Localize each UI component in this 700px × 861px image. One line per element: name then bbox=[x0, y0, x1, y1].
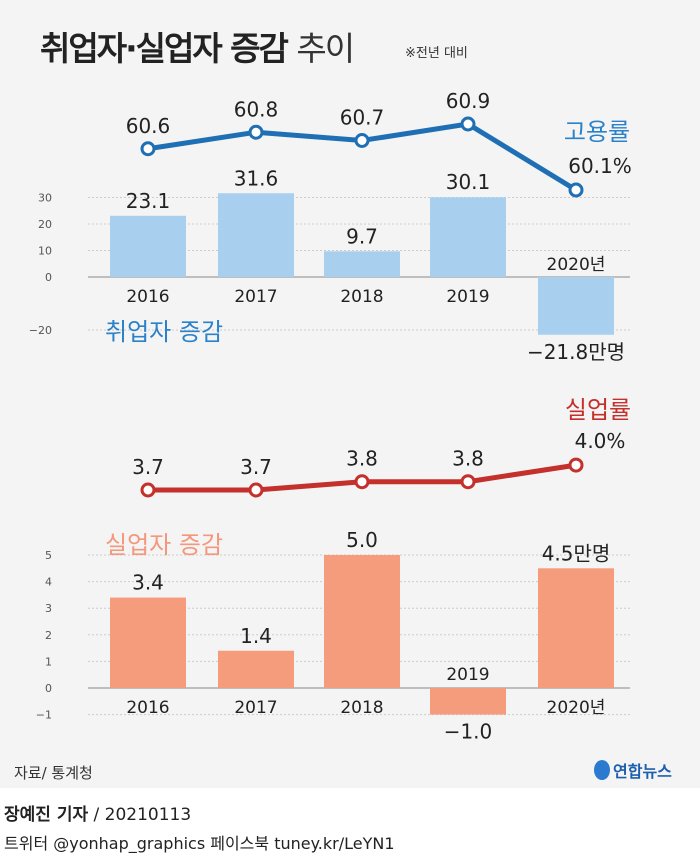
line-point bbox=[354, 474, 370, 490]
bar bbox=[324, 555, 400, 688]
y-tick-label: 5 bbox=[45, 549, 52, 562]
bar-series-name: 실업자 증감 bbox=[105, 531, 223, 559]
chart-title: 취업자·실업자 증감 추이 bbox=[40, 22, 355, 70]
y-tick-label: 0 bbox=[45, 682, 52, 695]
line-point bbox=[460, 116, 476, 132]
bar bbox=[110, 215, 186, 277]
charts-svg: 3020100−2023.1201631.620179.7201830.1201… bbox=[29, 89, 632, 744]
bar-value-label: 4.5만명 bbox=[542, 541, 611, 565]
yonhap-logo: 연합뉴스 bbox=[594, 758, 672, 782]
line-series-name: 고용률 bbox=[564, 118, 630, 146]
y-tick-label: 1 bbox=[45, 655, 52, 668]
bar bbox=[218, 193, 294, 277]
line-value-label: 60.6 bbox=[126, 114, 171, 138]
line-value-label: 3.8 bbox=[452, 447, 484, 471]
bar bbox=[538, 277, 614, 335]
x-category-label: 2018 bbox=[340, 287, 383, 307]
line-point bbox=[248, 124, 264, 140]
line-value-label: 4.0% bbox=[575, 429, 626, 453]
bar bbox=[430, 688, 506, 715]
bar-value-label: 30.1 bbox=[446, 170, 491, 194]
line-value-label: 3.7 bbox=[240, 455, 272, 479]
x-category-label: 2018 bbox=[340, 698, 383, 718]
line-point bbox=[140, 141, 156, 157]
bar-series-name: 취업자 증감 bbox=[105, 318, 223, 346]
byline: 장예진 기자 / 20210113 bbox=[4, 800, 191, 825]
bar-value-label: 31.6 bbox=[234, 166, 279, 190]
line-point bbox=[248, 482, 264, 498]
y-tick-label: 3 bbox=[45, 602, 52, 615]
bar-value-label: −21.8만명 bbox=[527, 340, 625, 364]
line-value-label: 3.8 bbox=[346, 447, 378, 471]
x-category-label: 2019 bbox=[446, 665, 489, 685]
title-main: 취업자·실업자 증감 bbox=[40, 29, 289, 68]
y-tick-label: 30 bbox=[38, 192, 52, 205]
y-tick-label: 2 bbox=[45, 629, 52, 642]
bar-value-label: 9.7 bbox=[346, 224, 378, 248]
bar bbox=[538, 568, 614, 688]
line-value-label: 60.9 bbox=[446, 89, 491, 113]
line-point bbox=[568, 182, 584, 198]
source-text: 자료/ 통계청 bbox=[14, 764, 93, 782]
bar bbox=[218, 650, 294, 688]
title-suffix: 추이 bbox=[296, 29, 355, 68]
logo-icon bbox=[594, 760, 610, 780]
logo-text: 연합뉴스 bbox=[613, 762, 672, 781]
bar-value-label: 3.4 bbox=[132, 571, 164, 595]
y-tick-label: −1 bbox=[36, 709, 52, 722]
reporter: 장예진 기자 bbox=[4, 805, 89, 825]
bar-value-label: 1.4 bbox=[240, 624, 272, 648]
x-category-label: 2016 bbox=[126, 287, 169, 307]
bar-value-label: −1.0 bbox=[444, 720, 493, 744]
y-tick-label: 0 bbox=[45, 271, 52, 284]
social-links: 트위터 @yonhap_graphics 페이스북 tuney.kr/LeYN1 bbox=[4, 834, 395, 853]
bar-value-label: 5.0 bbox=[346, 528, 378, 552]
x-category-label: 2020년 bbox=[547, 255, 606, 275]
x-category-label: 2016 bbox=[126, 698, 169, 718]
bar-value-label: 23.1 bbox=[126, 189, 171, 213]
x-category-label: 2019 bbox=[446, 287, 489, 307]
line-value-label: 60.1% bbox=[568, 154, 632, 178]
y-tick-label: −20 bbox=[29, 324, 52, 337]
y-tick-label: 20 bbox=[38, 218, 52, 231]
bar bbox=[430, 197, 506, 277]
line-point bbox=[568, 457, 584, 473]
line-series-name: 실업률 bbox=[565, 396, 631, 424]
line-value-label: 60.7 bbox=[340, 106, 385, 130]
title-note: ※전년 대비 bbox=[405, 46, 468, 61]
line-value-label: 3.7 bbox=[132, 455, 164, 479]
line-point bbox=[140, 482, 156, 498]
y-tick-label: 4 bbox=[45, 576, 52, 589]
line-point bbox=[354, 133, 370, 148]
bar bbox=[324, 251, 400, 277]
bar bbox=[110, 597, 186, 688]
line-point bbox=[460, 474, 476, 490]
y-tick-label: 10 bbox=[38, 245, 52, 258]
x-category-label: 2020년 bbox=[547, 698, 606, 718]
date: / 20210113 bbox=[93, 805, 192, 825]
line-value-label: 60.8 bbox=[234, 97, 279, 121]
x-category-label: 2017 bbox=[234, 698, 277, 718]
x-category-label: 2017 bbox=[234, 287, 277, 307]
